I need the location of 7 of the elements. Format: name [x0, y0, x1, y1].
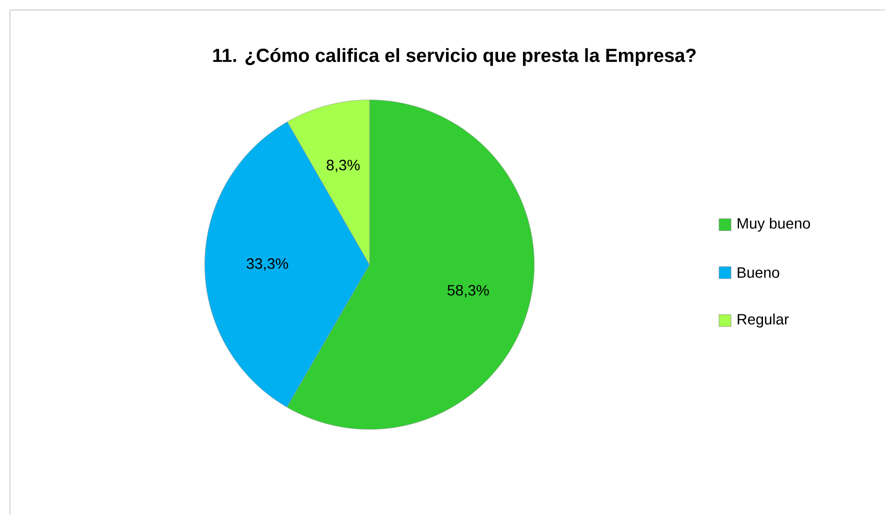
data-label: 58,3% — [448, 284, 489, 298]
data-label: 8,3% — [326, 160, 360, 172]
legend-label: Bueno — [738, 267, 780, 278]
legend-label: Regular — [738, 313, 789, 328]
data-label: 33,3% — [246, 258, 288, 270]
legend-label: Muy bueno — [738, 217, 810, 232]
chart-title: 11. ¿Cómo califica el servicio que presta la Empresa? — [213, 48, 696, 66]
